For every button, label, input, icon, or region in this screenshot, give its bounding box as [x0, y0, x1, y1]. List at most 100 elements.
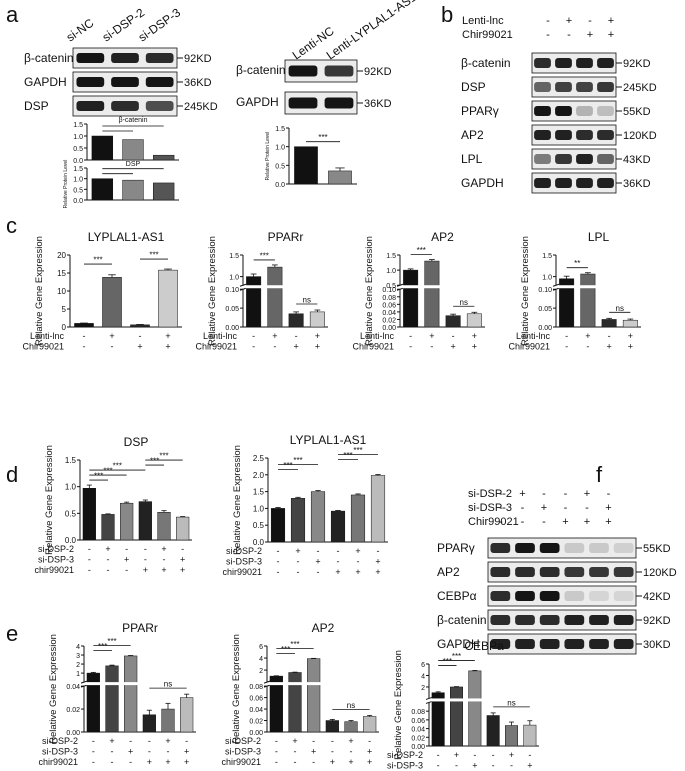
treatment-sign: -	[252, 331, 255, 341]
blot-b-row-band-2	[555, 178, 572, 188]
row-label: DSP	[24, 99, 49, 113]
sig-label: ns	[164, 680, 172, 689]
y-tick-label: 1.5	[73, 122, 83, 129]
panel-letter-c: c	[6, 213, 17, 238]
condition-sign: -	[546, 29, 550, 41]
bar	[270, 508, 286, 543]
treatment-sign: -	[492, 761, 495, 771]
treatment-sign: +	[137, 342, 142, 352]
blot-a2-row-band-2	[324, 97, 354, 109]
y-tick-label: 0.02	[66, 707, 80, 714]
y-tick-label: 2	[76, 662, 80, 669]
blot-f-row-band-1	[490, 543, 511, 553]
y-tick-label: 0.10	[538, 287, 552, 294]
y-tick-label: 4	[421, 673, 425, 680]
bar	[424, 260, 440, 328]
condition-sign: +	[605, 502, 611, 514]
row-label: GAPDH	[236, 95, 279, 109]
treatment-sign: +	[585, 331, 590, 341]
bar	[142, 714, 156, 733]
row-label: DSP	[461, 80, 486, 94]
bar	[105, 665, 119, 733]
blot-f-row-band-1	[490, 615, 511, 625]
blot-f-row-band-4	[564, 591, 585, 601]
treatment-label: si-DSP-3	[225, 747, 261, 757]
treatment-sign: +	[165, 331, 170, 341]
sig-label: ***	[149, 251, 158, 260]
treatment-sign: +	[184, 747, 189, 757]
treatment-sign: +	[161, 544, 166, 554]
bar-break	[467, 698, 483, 702]
sig-label: ***	[260, 251, 269, 260]
row-label: β-catenin	[461, 56, 511, 70]
blot-f-row-band-1	[490, 567, 511, 577]
treatment-sign: +	[472, 342, 477, 352]
y-tick-label: 0.00	[382, 325, 396, 332]
treatment-sign: -	[148, 736, 151, 746]
chart-title: LYPLAL1-AS1	[290, 433, 367, 447]
blot-f-row-band-4	[564, 615, 585, 625]
y-tick-label: 0	[62, 323, 67, 332]
blot-f-row-band-4	[564, 543, 585, 553]
y-tick-label: 1.0	[73, 134, 83, 141]
treatment-label: Lenti-lnc	[203, 331, 238, 341]
blot-a1-row-band-2	[111, 101, 139, 111]
chart-title: LPL	[588, 230, 610, 244]
axis-break	[425, 696, 433, 700]
sig-label: ***	[343, 451, 352, 460]
treatment-sign: +	[606, 342, 611, 352]
axis-break	[239, 287, 247, 291]
condition-sign: -	[521, 516, 525, 528]
treatment-sign: -	[455, 761, 458, 771]
blot-a1-row-band-3	[145, 53, 174, 63]
blot-b-row-band-2	[555, 106, 572, 116]
size-label: 30KD	[643, 639, 671, 651]
y-tick-label: 0.0	[73, 198, 83, 205]
blot-b-row-band-3	[576, 58, 593, 68]
bar	[102, 277, 122, 328]
y-tick-label: 0.06	[411, 718, 425, 725]
bar	[468, 670, 482, 747]
treatment-sign: +	[355, 567, 360, 577]
treatment-label: si-DSP-2	[38, 544, 74, 554]
treatment-label: chir99021	[221, 757, 261, 767]
y-tick-label: 1.5	[73, 166, 83, 173]
treatment-sign: -	[312, 757, 315, 767]
treatment-sign: -	[565, 331, 568, 341]
size-label: 92KD	[364, 66, 392, 78]
treatment-sign: -	[492, 750, 495, 760]
treatment-sign: -	[377, 546, 380, 556]
chart-title: AP2	[431, 230, 454, 244]
row-label: GAPDH	[437, 637, 480, 651]
condition-sign: +	[566, 15, 572, 27]
chart-e_ap2: 2 4 6 0.00 0.02 0.04 0.06 0.08 ****** ns AP2 Relati…	[221, 621, 379, 767]
treatment-sign: -	[139, 331, 142, 341]
treatment-sign: -	[331, 736, 334, 746]
blot-a1-row-band-1	[76, 101, 105, 111]
treatment-sign: +	[143, 565, 148, 575]
bar	[445, 315, 461, 328]
treatment-sign: -	[528, 750, 531, 760]
treatment-sign: +	[315, 557, 320, 567]
blot-f-row-band-6	[613, 615, 634, 625]
condition-sign: +	[605, 516, 611, 528]
blot-f-row-band-3	[539, 615, 560, 625]
treatment-sign: -	[125, 544, 128, 554]
y-tick-label: 0.02	[382, 317, 396, 324]
chart-c_pparr: 1.0 1.5 0.00 0.05 0.10 *** ns PPARr Relative Gen…	[195, 230, 328, 352]
condition-label: Chir99021	[462, 29, 513, 41]
blot-f-row-band-6	[613, 543, 634, 553]
bar	[157, 512, 171, 541]
y-tick-label: 0.04	[249, 707, 263, 714]
y-tick-label: 0.05	[538, 306, 552, 313]
blot-f-row-band-4	[564, 639, 585, 649]
treatment-sign: +	[628, 331, 633, 341]
treatment-sign: -	[144, 544, 147, 554]
treatment-sign: +	[367, 747, 372, 757]
treatment-label: Chir99021	[508, 342, 550, 352]
size-label: 55KD	[643, 543, 671, 555]
sig-label: ns	[616, 304, 624, 313]
treatment-label: Lenti-lnc	[30, 331, 65, 341]
